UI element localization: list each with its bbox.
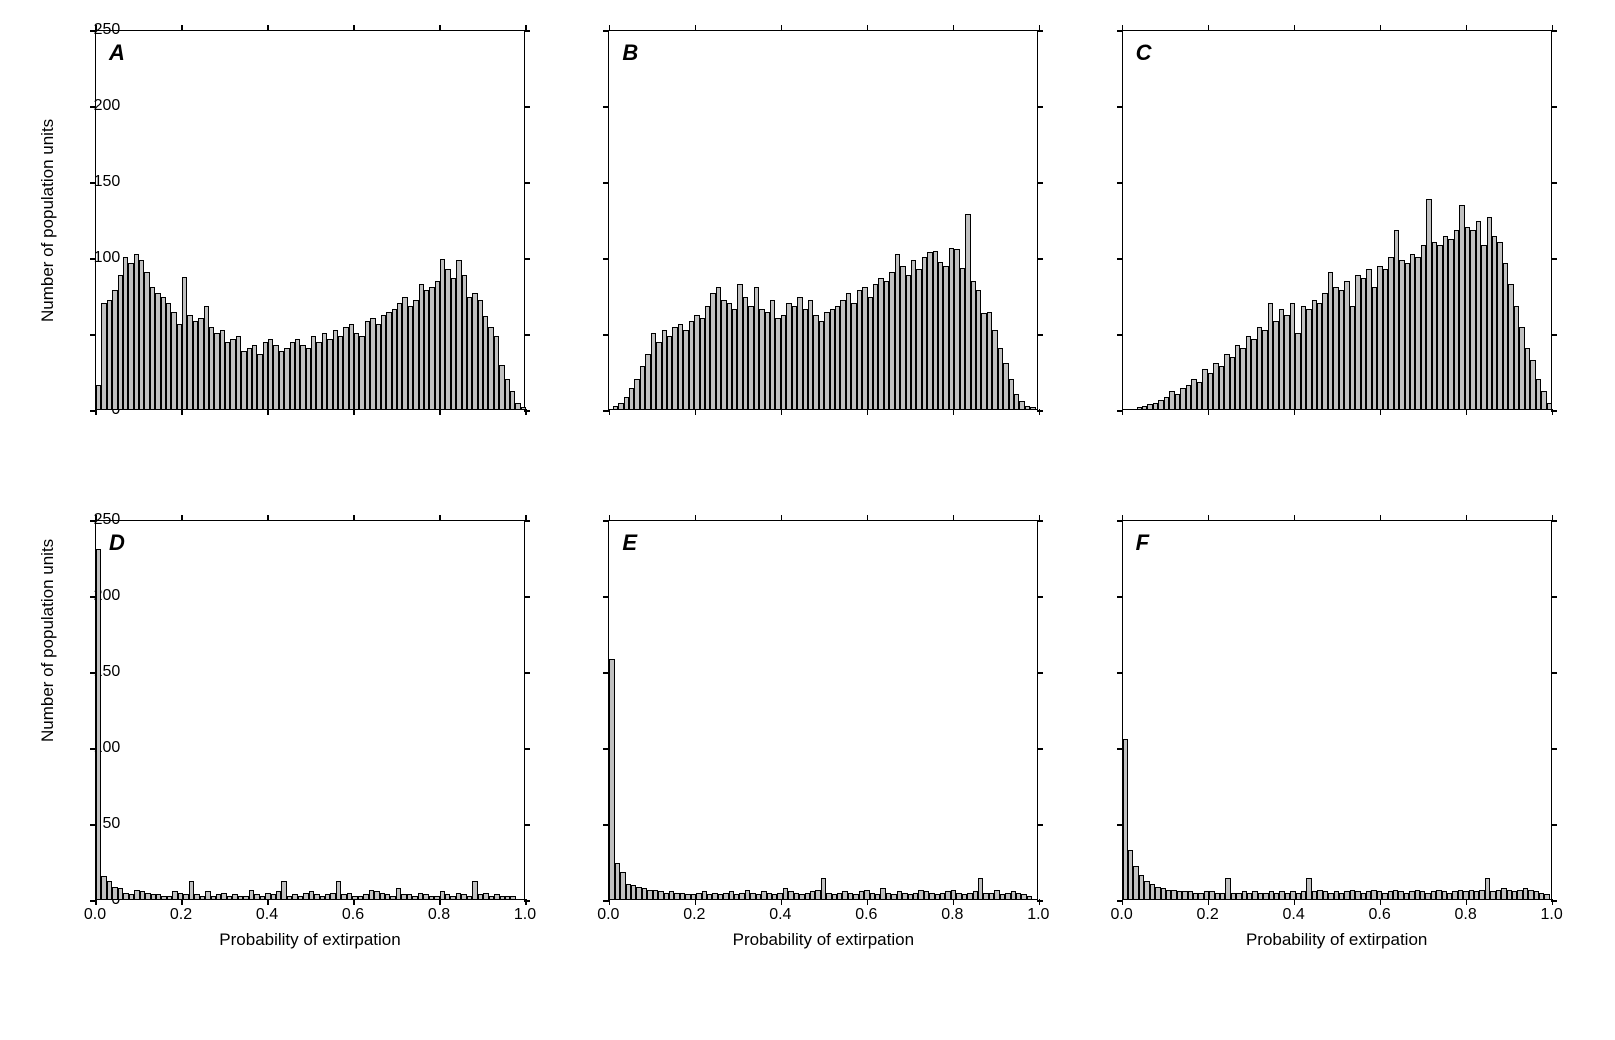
plot-area	[1122, 30, 1552, 410]
xtick-label: 0.8	[1455, 906, 1477, 924]
xtick-label: 1.0	[1027, 906, 1049, 924]
xtick-label: 0.8	[428, 906, 450, 924]
panel-b: B	[608, 30, 1071, 480]
bar	[1030, 407, 1035, 409]
xtick-label: 0.6	[1369, 906, 1391, 924]
panel-label: D	[109, 530, 125, 556]
y-axis-label-row2: Number of population units	[38, 450, 58, 830]
panel-label: F	[1136, 530, 1149, 556]
xtick-label: 0.0	[84, 906, 106, 924]
bar	[96, 549, 101, 899]
xtick-label: 0.4	[256, 906, 278, 924]
plot-area	[95, 30, 525, 410]
xtick-label: 0.4	[769, 906, 791, 924]
histogram-bars	[609, 29, 1039, 409]
plot-area	[1122, 520, 1552, 900]
xtick-label: 0.0	[597, 906, 619, 924]
xtick-label: 0.2	[683, 906, 705, 924]
xtick-label: 0.4	[1283, 906, 1305, 924]
histogram-bars	[96, 29, 526, 409]
xtick-label: 0.2	[1197, 906, 1219, 924]
panel-c: C	[1122, 30, 1585, 480]
bar	[1027, 896, 1032, 899]
x-axis-label: Probability of extirpation	[608, 930, 1038, 950]
xtick-label: 1.0	[1541, 906, 1563, 924]
bar	[1544, 894, 1549, 899]
x-axis-label: Probability of extirpation	[95, 930, 525, 950]
x-axis-label: Probability of extirpation	[1122, 930, 1552, 950]
plot-area	[95, 520, 525, 900]
xtick-label: 0.2	[170, 906, 192, 924]
panel-f: 0.00.20.40.60.81.0FProbability of extirp…	[1122, 520, 1585, 970]
plot-area	[608, 520, 1038, 900]
xtick-label: 0.6	[342, 906, 364, 924]
figure: Number of population units Number of pop…	[20, 20, 1595, 1020]
xtick-label: 0.8	[941, 906, 963, 924]
bar	[510, 896, 515, 899]
histogram-bars	[1123, 29, 1553, 409]
panel-grid: 050100150200250ABC0501001502002500.00.20…	[95, 30, 1585, 970]
y-axis-label-row1: Number of population units	[38, 30, 58, 410]
panel-e: 0.00.20.40.60.81.0EProbability of extirp…	[608, 520, 1071, 970]
xtick-label: 0.0	[1111, 906, 1133, 924]
panel-label: A	[109, 40, 125, 66]
panel-label: B	[622, 40, 638, 66]
xtick-label: 0.6	[855, 906, 877, 924]
histogram-bars	[609, 519, 1039, 899]
panel-d: 0501001502002500.00.20.40.60.81.0DProbab…	[95, 520, 558, 970]
xtick-label: 1.0	[514, 906, 536, 924]
panel-label: E	[622, 530, 637, 556]
histogram-bars	[96, 519, 526, 899]
panel-label: C	[1136, 40, 1152, 66]
plot-area	[608, 30, 1038, 410]
histogram-bars	[1123, 519, 1553, 899]
panel-a: 050100150200250A	[95, 30, 558, 480]
